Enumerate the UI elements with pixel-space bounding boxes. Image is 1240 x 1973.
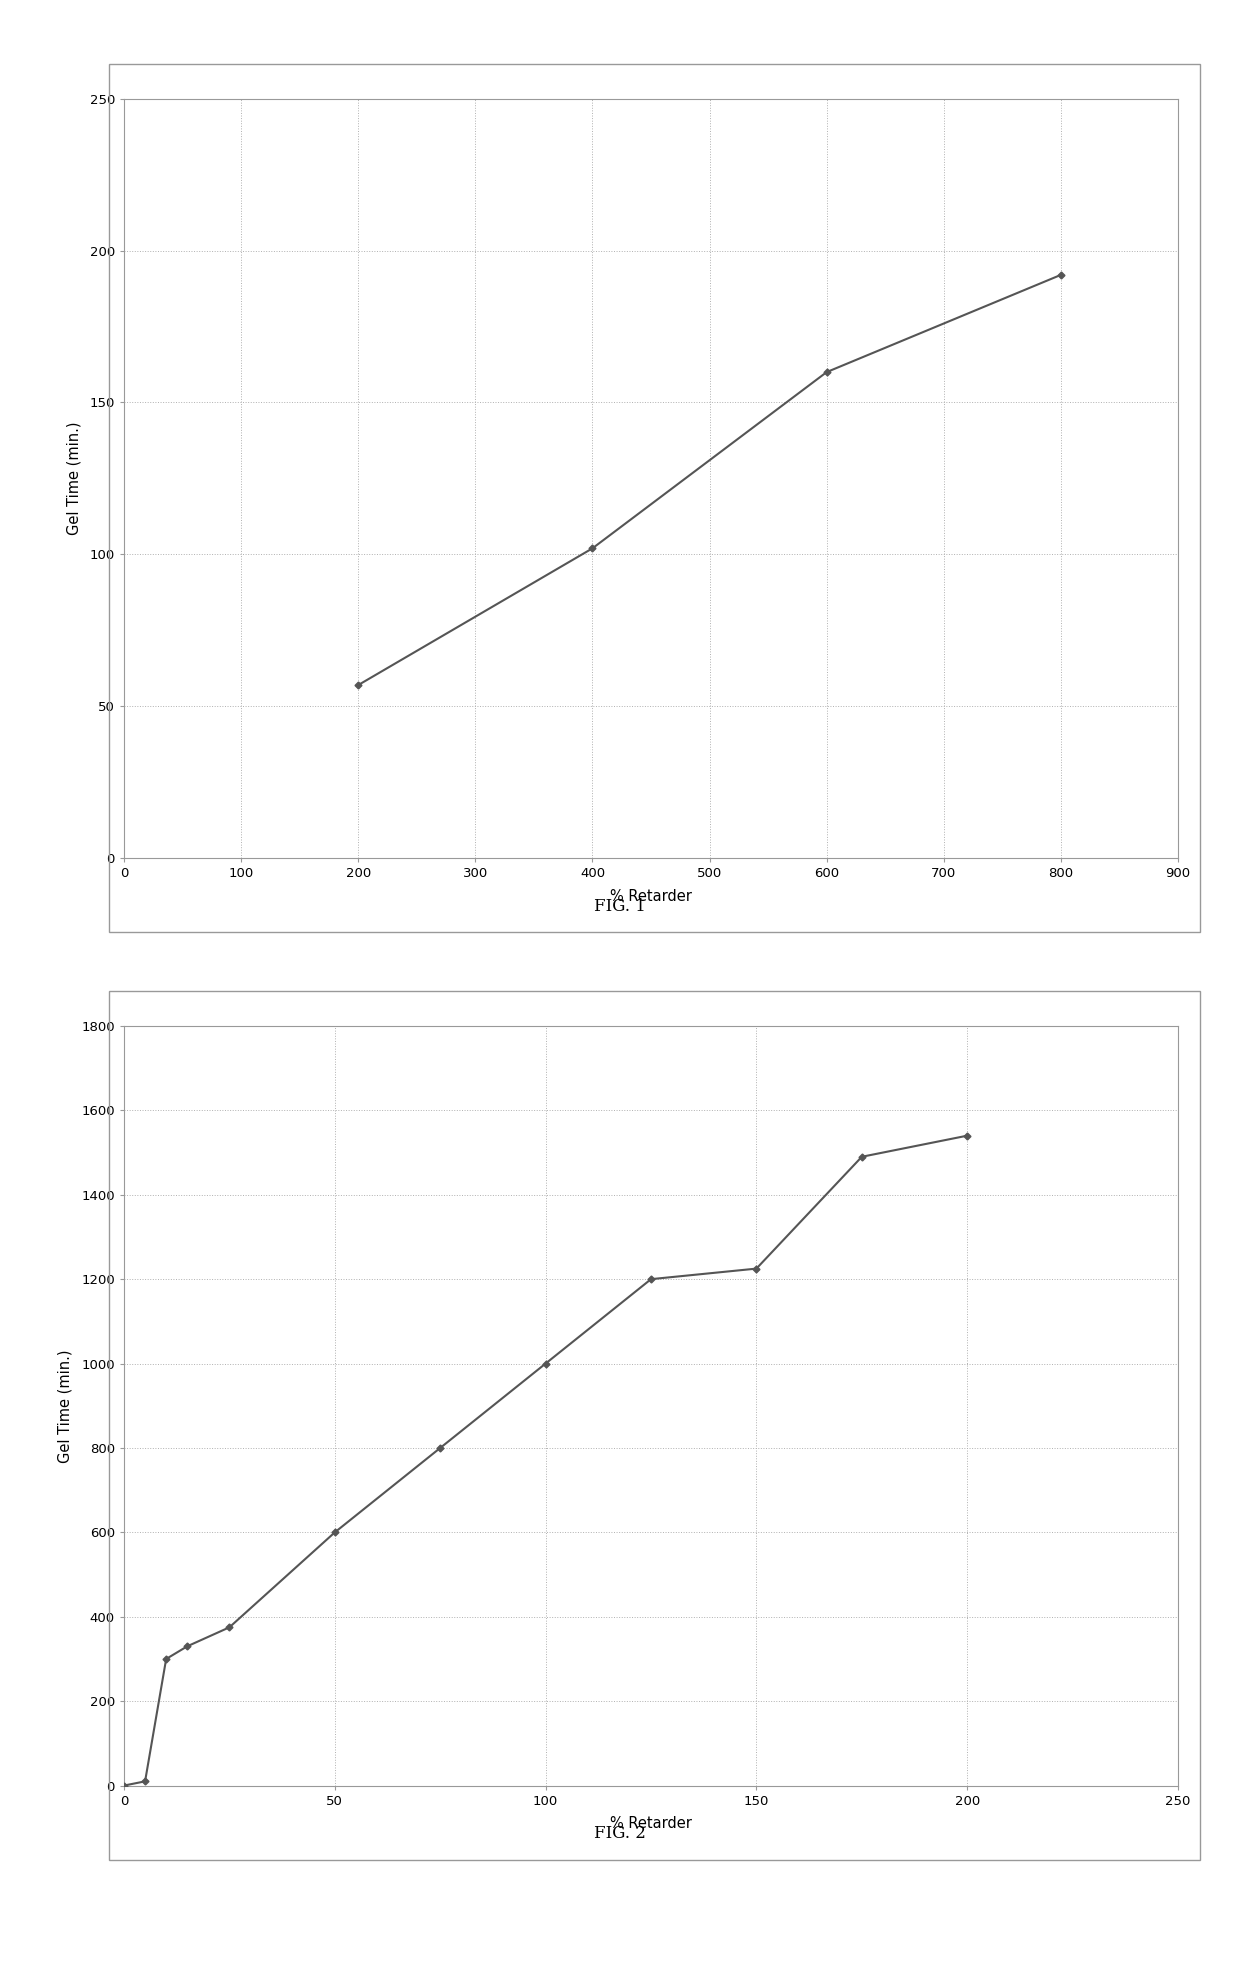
X-axis label: % Retarder: % Retarder: [610, 888, 692, 904]
Y-axis label: Gel Time (min.): Gel Time (min.): [58, 1350, 73, 1462]
Y-axis label: Gel Time (min.): Gel Time (min.): [66, 422, 82, 535]
Text: FIG. 2: FIG. 2: [594, 1825, 646, 1843]
X-axis label: % Retarder: % Retarder: [610, 1815, 692, 1831]
Text: FIG. 1: FIG. 1: [594, 898, 646, 915]
